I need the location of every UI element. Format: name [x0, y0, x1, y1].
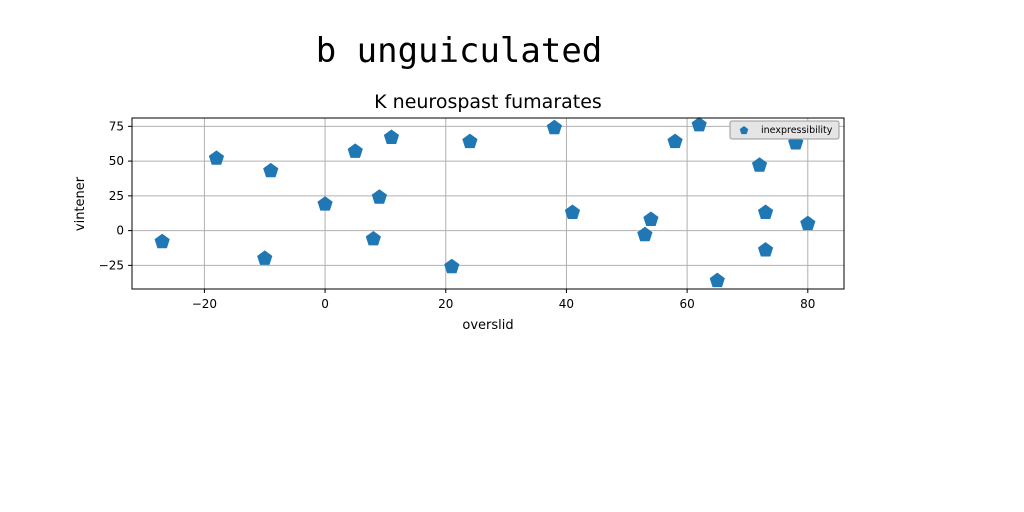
scatter-point — [564, 204, 581, 220]
figure-suptitle: b unguiculated — [316, 31, 603, 71]
legend-label: inexpressibility — [761, 125, 833, 136]
y-tick-label: −25 — [99, 258, 124, 272]
scatter-point — [643, 211, 659, 226]
scatter-point — [637, 226, 653, 242]
chart-title: K neurospast fumarates — [374, 91, 602, 113]
y-axis-label: vintener — [73, 176, 88, 231]
legend: inexpressibility — [729, 120, 840, 140]
x-axis-label: overslid — [462, 318, 513, 333]
scatter-point — [757, 204, 774, 220]
y-tick-label: 25 — [109, 189, 124, 203]
scatter-point — [347, 143, 363, 158]
plot-frame — [131, 117, 845, 290]
legend-box — [729, 120, 840, 140]
y-tick-label: 75 — [109, 119, 124, 133]
legend-marker-icon — [739, 126, 749, 135]
x-tick-label: 80 — [800, 297, 815, 311]
x-tick-label: 60 — [679, 297, 694, 311]
scatter-point — [317, 196, 333, 211]
grid-lines — [132, 118, 844, 289]
scatter-point — [709, 272, 725, 288]
scatter-point — [371, 189, 387, 204]
scatter-point — [263, 162, 279, 178]
scatter-point — [208, 150, 225, 165]
scatter-point — [546, 119, 562, 135]
scatter-point — [462, 133, 478, 149]
scatter-point — [800, 215, 816, 231]
scatter-point — [383, 129, 400, 144]
scatter-point — [751, 157, 768, 172]
scatter-point — [365, 230, 381, 246]
scatter-point — [691, 116, 707, 132]
axis-ticks: −20 0 20 40 60 80 −25 0 25 50 75 — [99, 119, 816, 311]
x-tick-label: 20 — [438, 297, 453, 311]
x-tick-label: 40 — [559, 297, 574, 311]
y-tick-label: 50 — [109, 154, 124, 168]
scatter-point — [444, 258, 460, 274]
scatter-point — [257, 250, 273, 265]
scatter-point — [757, 242, 774, 257]
x-tick-label: −20 — [192, 297, 217, 311]
x-tick-label: 0 — [321, 297, 329, 311]
scatter-point — [667, 133, 683, 149]
data-points — [154, 116, 816, 288]
y-tick-label: 0 — [116, 224, 124, 238]
scatter-point — [154, 233, 170, 249]
